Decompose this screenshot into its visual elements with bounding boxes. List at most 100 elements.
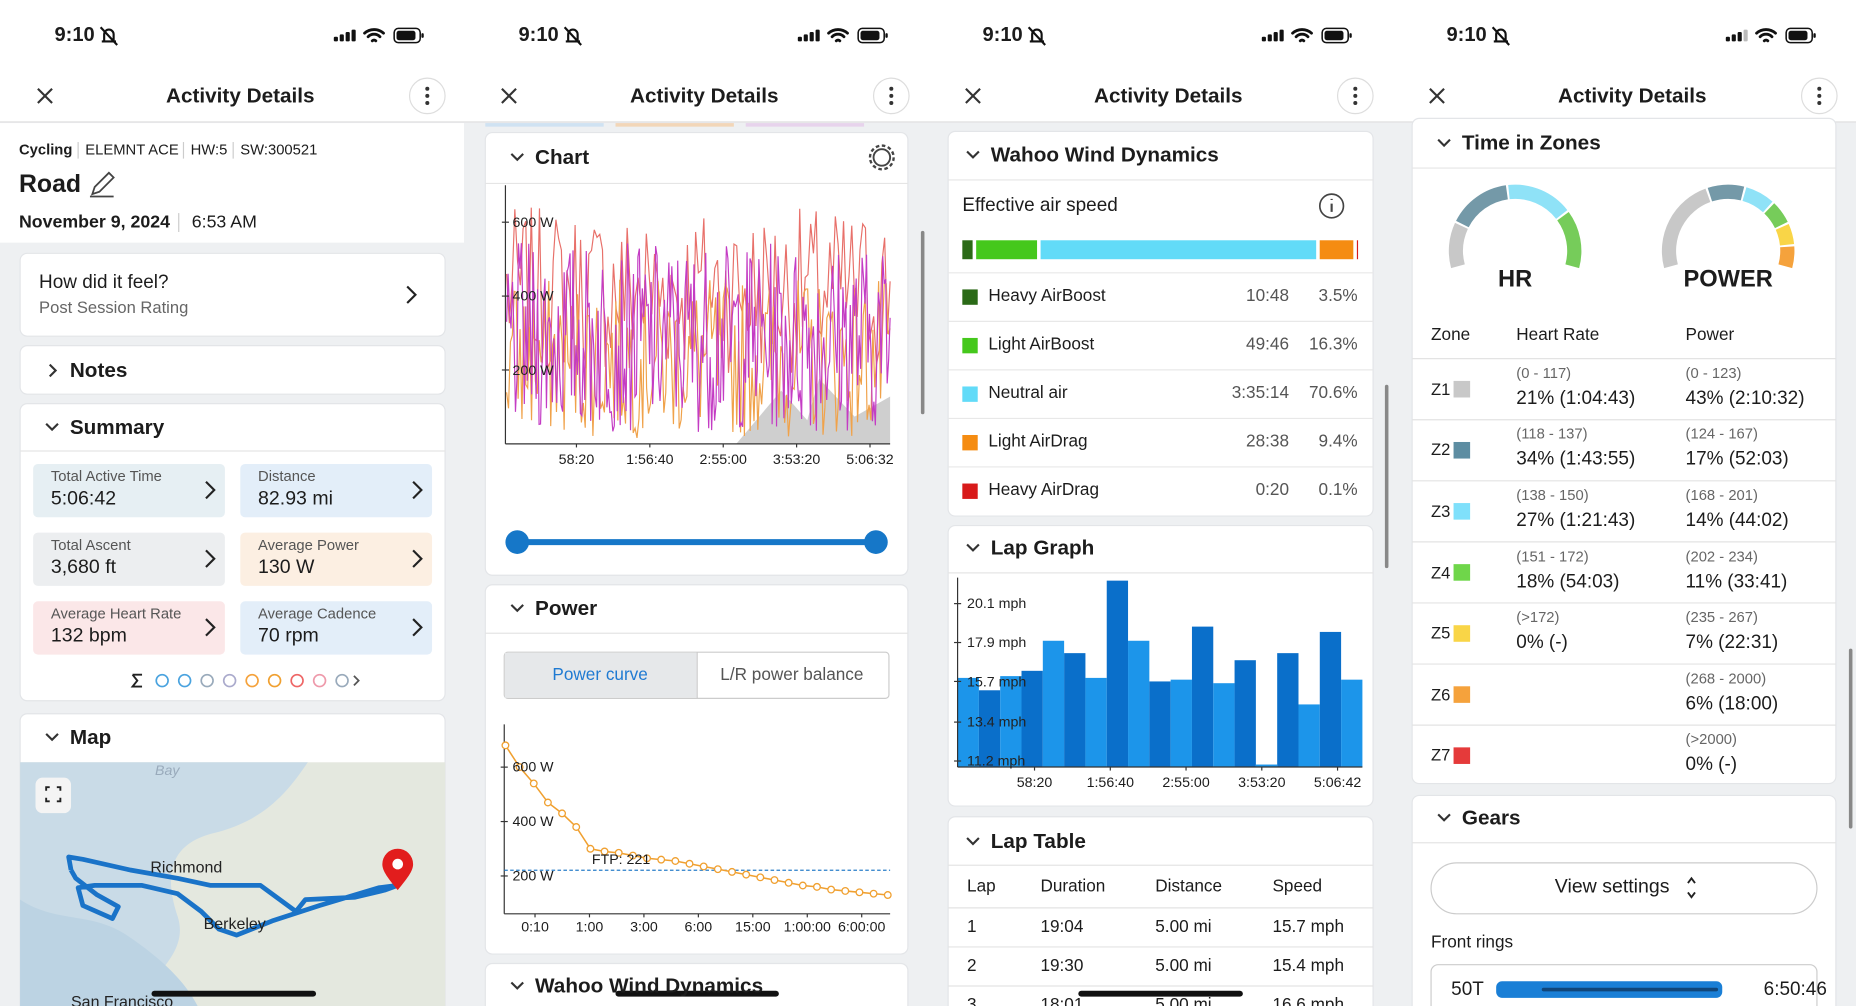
lap-bar — [1106, 580, 1129, 768]
expand-chevron[interactable] — [966, 543, 980, 552]
mute-icon — [1491, 26, 1510, 46]
curve-point — [855, 888, 864, 897]
metric-icon — [335, 673, 349, 688]
lap-bar — [1341, 679, 1363, 768]
x-tick-label: 1:56:40 — [1086, 773, 1134, 791]
summary-tile[interactable] — [240, 463, 433, 518]
section-title[interactable]: Power — [535, 595, 598, 620]
expand-chevron[interactable] — [510, 981, 524, 990]
summary-tile[interactable] — [240, 601, 433, 655]
zone-value: 11% (33:41) — [1685, 571, 1788, 592]
wind-time: 28:38 — [1246, 432, 1290, 452]
status-time: 9:10 — [1446, 23, 1487, 46]
top-bar — [0, 0, 464, 122]
home-indicator — [151, 990, 317, 997]
chevron[interactable] — [205, 481, 216, 500]
curve-point — [572, 823, 581, 831]
card — [19, 345, 446, 395]
scrollbar — [920, 230, 925, 415]
section-title[interactable]: Wahoo Wind Dynamics — [990, 142, 1219, 167]
activity-tag: HW:5 — [190, 141, 228, 159]
expand-chevron[interactable] — [510, 604, 524, 613]
slider-handle[interactable] — [864, 530, 888, 554]
chevron[interactable] — [205, 618, 216, 637]
table-header: Zone — [1431, 325, 1471, 345]
expand-chevron[interactable] — [966, 150, 980, 159]
close-button[interactable] — [501, 88, 517, 104]
close-button[interactable] — [1429, 88, 1445, 104]
chevron[interactable] — [412, 549, 423, 568]
summary-tile[interactable] — [240, 532, 433, 586]
lap-bar — [1191, 626, 1214, 768]
chevron[interactable] — [412, 618, 423, 637]
section-title[interactable]: Map — [69, 724, 112, 749]
gauge-segment — [1764, 203, 1788, 229]
menu-dot — [889, 100, 894, 105]
expand-chevron[interactable] — [1437, 138, 1451, 148]
battery — [393, 27, 421, 44]
y-tick-label: 200 W — [512, 867, 554, 885]
curve-point — [657, 855, 666, 864]
section-title[interactable]: Notes — [69, 358, 128, 382]
expand-chevron[interactable] — [1437, 813, 1451, 822]
phone-screen: 9:10 Activity Details Wahoo Wind Dynamics E… — [927, 0, 1392, 1006]
wind-category: Heavy AirBoost — [988, 286, 1106, 306]
summary-tile[interactable] — [33, 463, 225, 518]
signal-bar — [815, 29, 820, 42]
section-title[interactable]: Lap Graph — [990, 535, 1095, 560]
section-title[interactable]: Gears — [1461, 805, 1521, 830]
section-title[interactable]: Summary — [69, 414, 165, 439]
signal-bar — [1267, 34, 1272, 42]
info-icon[interactable] — [1318, 193, 1345, 219]
wifi-icon — [1755, 28, 1777, 43]
section-title[interactable]: Time in Zones — [1461, 130, 1601, 155]
expand-chevron[interactable] — [510, 153, 524, 162]
summary-tile[interactable] — [33, 601, 225, 655]
tab[interactable]: L/R power balance — [720, 665, 864, 685]
more-chevron — [353, 675, 360, 686]
summary-tile[interactable] — [33, 532, 225, 586]
menu-dot — [1353, 86, 1358, 91]
gauge-label: HR — [1498, 266, 1533, 293]
zone-swatch — [1453, 503, 1471, 520]
expand-chevron[interactable] — [45, 733, 59, 742]
button-label[interactable]: View settings — [1554, 876, 1670, 898]
view-settings-button[interactable] — [1430, 862, 1818, 915]
signal-bar — [1743, 29, 1748, 42]
tab[interactable]: Power curve — [552, 665, 648, 685]
section-title[interactable]: Lap Table — [990, 829, 1086, 853]
lap-bar — [1319, 631, 1342, 768]
chevron[interactable] — [205, 549, 216, 568]
battery-level — [1324, 30, 1344, 41]
signal-bar — [339, 34, 344, 42]
table-cell: 19:30 — [1040, 956, 1084, 976]
curve-point — [586, 844, 595, 853]
close-button[interactable] — [37, 88, 53, 104]
battery — [1785, 27, 1813, 44]
expand-chevron[interactable] — [966, 837, 980, 846]
fullscreen-button[interactable] — [35, 777, 72, 814]
table-cell: 16.6 mph — [1272, 995, 1345, 1006]
x-tick-label: 58:20 — [1016, 773, 1053, 791]
tab-active[interactable] — [504, 652, 697, 698]
chevron[interactable] — [412, 481, 423, 500]
expand-chevron[interactable] — [48, 363, 58, 378]
card — [947, 130, 1374, 517]
slider-handle[interactable] — [505, 530, 530, 554]
phone-screen: 9:10 Activity Details Time in Zones HR POWER… — [1391, 0, 1856, 1006]
zone-value: 7% (22:31) — [1685, 632, 1779, 653]
section-title[interactable]: Wahoo Wind Dynamics — [535, 973, 764, 998]
wind-bar-segment — [976, 240, 1038, 260]
map-pin-dot — [392, 858, 404, 870]
curve-point — [543, 798, 552, 807]
zone-name: Z4 — [1431, 562, 1451, 582]
zone-swatch — [1453, 380, 1471, 398]
feel-title[interactable]: How did it feel? — [39, 272, 169, 293]
chevron[interactable] — [406, 285, 417, 304]
settings-icon[interactable] — [872, 148, 892, 167]
section-title[interactable]: Chart — [535, 144, 590, 169]
zone-range: (0 - 117) — [1516, 364, 1572, 382]
close-button[interactable] — [965, 88, 981, 104]
edit-icon[interactable] — [89, 171, 115, 198]
expand-chevron[interactable] — [45, 423, 59, 432]
